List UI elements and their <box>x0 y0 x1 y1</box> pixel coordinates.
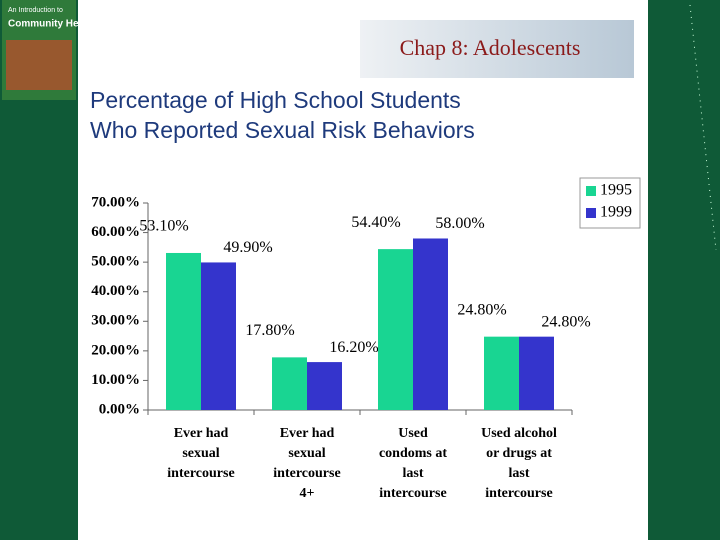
bar <box>413 238 448 410</box>
value-label: 17.80% <box>245 322 294 339</box>
legend-swatch <box>586 208 596 218</box>
bar <box>272 357 307 410</box>
value-label: 24.80% <box>457 301 506 318</box>
heading: Percentage of High School Students <box>90 87 461 113</box>
legend-swatch <box>586 186 596 196</box>
cover-art <box>6 40 72 90</box>
value-label: 16.20% <box>329 339 378 356</box>
cover-subtitle: An Introduction to <box>8 7 63 14</box>
y-tick-label: 60.00% <box>91 224 140 240</box>
x-tick-label: Used condoms at last intercourse <box>378 426 448 501</box>
y-tick-label: 10.00% <box>91 372 140 388</box>
x-tick-label: Ever had sexual intercourse <box>167 426 235 481</box>
bar <box>378 249 413 410</box>
cover-title: Community Health <box>8 19 96 30</box>
value-label: 49.90% <box>223 239 272 256</box>
legend-label: 1995 <box>600 182 632 199</box>
value-label: 58.00% <box>435 215 484 232</box>
title-box <box>360 20 634 78</box>
slide-title: Chap 8: Adolescents <box>400 35 581 60</box>
bar <box>201 262 236 410</box>
value-label: 54.40% <box>351 214 400 231</box>
bar <box>166 252 201 410</box>
value-label: 24.80% <box>541 313 590 330</box>
heading: Who Reported Sexual Risk Behaviors <box>90 117 475 143</box>
x-tick-label: Used alcohol or drugs at last intercours… <box>481 426 557 501</box>
y-tick-label: 50.00% <box>91 254 140 270</box>
y-tick-label: 30.00% <box>91 313 140 329</box>
value-label: 53.10% <box>139 218 188 235</box>
bar <box>519 336 554 410</box>
bar <box>307 362 342 410</box>
y-tick-label: 0.00% <box>99 401 140 417</box>
y-tick-label: 40.00% <box>91 283 140 299</box>
y-tick-label: 20.00% <box>91 342 140 358</box>
legend-label: 1999 <box>600 204 632 221</box>
x-tick-label: Ever had sexual intercourse 4+ <box>273 426 341 501</box>
y-tick-label: 70.00% <box>91 194 140 210</box>
right-band <box>648 0 720 540</box>
bar <box>484 336 519 410</box>
